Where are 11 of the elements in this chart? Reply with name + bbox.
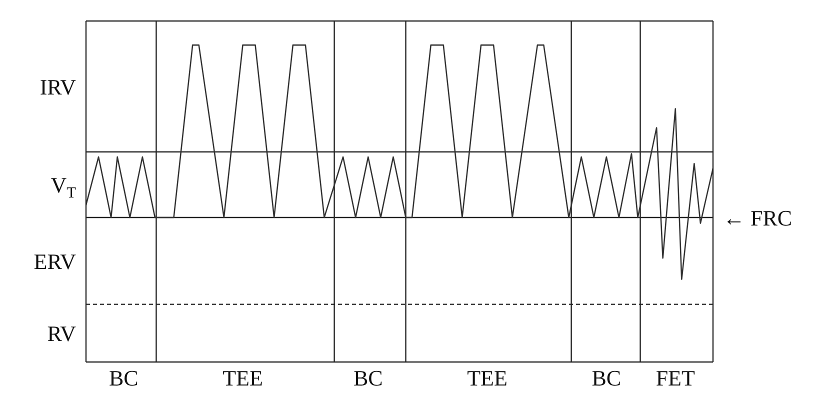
- x-tick-label: BC: [108, 366, 138, 391]
- text: V$_{T}$: [50, 172, 77, 202]
- x-tick-label: BC: [353, 366, 383, 391]
- ref-line-label: ← FRC: [723, 204, 792, 230]
- x-tick-label: TEE: [467, 366, 508, 391]
- text: RV: [47, 320, 76, 346]
- x-tick-label: TEE: [222, 366, 263, 391]
- text: IRV: [40, 74, 76, 99]
- x-tick-label: FET: [656, 366, 696, 391]
- x-tick-label: BC: [592, 366, 622, 391]
- text: ERV: [34, 248, 76, 274]
